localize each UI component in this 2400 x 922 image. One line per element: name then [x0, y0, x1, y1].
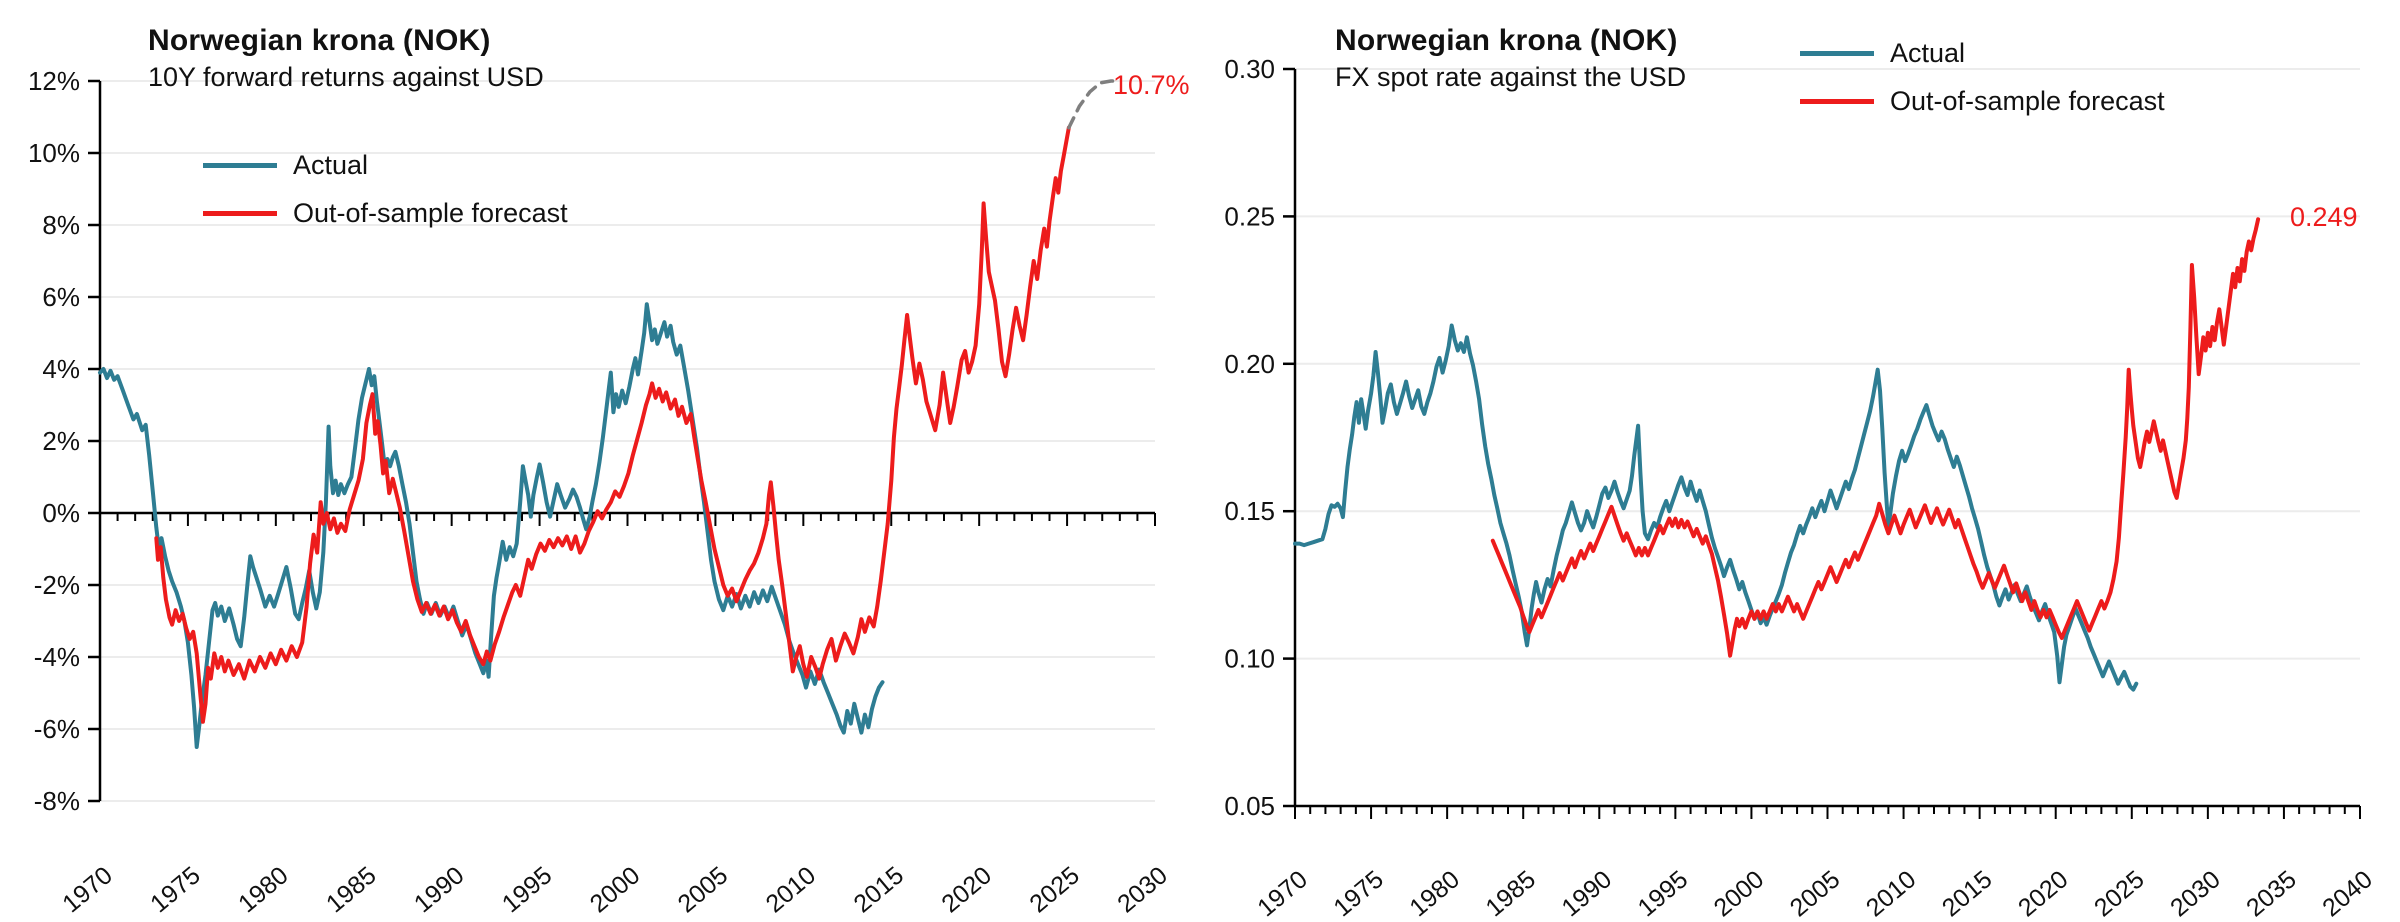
- y-axis-tick-label: 0.10: [1224, 644, 1275, 674]
- x-axis-year-label: 2010: [1861, 865, 1922, 922]
- x-axis-year-label: 2035: [2241, 865, 2302, 922]
- forecast-line-swatch-icon: [1800, 98, 1874, 104]
- y-axis-tick-label: -8%: [34, 786, 80, 816]
- series-line-forecast-extension: [1067, 79, 1120, 130]
- legend-item-actual: Actual: [1800, 36, 2165, 70]
- series-line-out-of-sample-forecast: [1490, 217, 2261, 658]
- y-axis-tick-label: 10%: [28, 138, 80, 168]
- x-axis-year-label: 2005: [673, 861, 734, 918]
- legend-item-forecast: Out-of-sample forecast: [203, 196, 568, 230]
- actual-line-swatch-icon: [203, 162, 277, 168]
- y-axis-tick-label: 0.15: [1224, 496, 1275, 526]
- right-panel-legend: Actual Out-of-sample forecast: [1800, 36, 2165, 132]
- legend-item-forecast: Out-of-sample forecast: [1800, 84, 2165, 118]
- left-panel-title: Norwegian krona (NOK): [148, 24, 491, 57]
- y-axis-tick-label: 8%: [42, 210, 80, 240]
- y-axis-tick-label: 12%: [28, 66, 80, 96]
- x-axis-year-label: 2015: [848, 861, 909, 918]
- y-axis-tick-label: 6%: [42, 282, 80, 312]
- legend-label: Out-of-sample forecast: [1890, 85, 2165, 116]
- x-axis-year-label: 2025: [1024, 861, 1085, 918]
- y-axis-tick-label: 4%: [42, 354, 80, 384]
- forecast-line-swatch-icon: [203, 210, 277, 216]
- legend-label: Actual: [293, 149, 369, 180]
- actual-line-swatch-icon: [1800, 50, 1874, 56]
- x-axis-year-label: 2000: [1709, 865, 1770, 922]
- x-axis-year-label: 1995: [1633, 865, 1694, 922]
- y-axis-tick-label: 2%: [42, 426, 80, 456]
- left-forecast-end-value: 10.7%: [1113, 70, 1190, 100]
- x-axis-year-label: 2015: [1937, 865, 1998, 922]
- y-axis-tick-label: 0.05: [1224, 791, 1275, 821]
- left-panel-subtitle: 10Y forward returns against USD: [148, 62, 544, 92]
- x-axis-year-label: 1985: [321, 861, 382, 918]
- x-axis-year-label: 2040: [2317, 865, 2378, 922]
- y-axis-tick-label: 0.30: [1224, 54, 1275, 84]
- y-axis-tick-label: -2%: [34, 570, 80, 600]
- x-axis-year-label: 2030: [2165, 865, 2226, 922]
- y-axis-tick-label: -6%: [34, 714, 80, 744]
- right-panel-plot: 0.30 0.25 0.20 0.15 0.10 0.05 1970 1975 1980 1985…: [1224, 54, 2377, 922]
- x-axis-year-label: 1980: [233, 861, 294, 918]
- x-axis-year-label: 2010: [761, 861, 822, 918]
- y-axis-tick-label: 0.20: [1224, 349, 1275, 379]
- x-axis-year-label: 2030: [1112, 861, 1173, 918]
- x-axis-year-label: 2020: [2013, 865, 2074, 922]
- x-axis-year-label: 2005: [1785, 865, 1846, 922]
- legend-label: Actual: [1890, 37, 1966, 68]
- x-axis-year-label: 1995: [497, 861, 558, 918]
- legend-label: Out-of-sample forecast: [293, 197, 568, 228]
- x-axis-year-label: 1975: [145, 861, 206, 918]
- left-panel-legend: Actual Out-of-sample forecast: [203, 148, 568, 244]
- y-axis-tick-label: 0.25: [1224, 201, 1275, 231]
- x-axis-year-label: 1990: [1557, 865, 1618, 922]
- x-axis-year-label: 2025: [2089, 865, 2150, 922]
- y-axis-tick-label: 0%: [42, 498, 80, 528]
- series-line-out-of-sample-forecast: [154, 125, 1071, 724]
- x-axis-year-label: 2000: [585, 861, 646, 918]
- right-forecast-end-value: 0.249: [2290, 202, 2358, 232]
- x-axis-year-label: 2020: [936, 861, 997, 918]
- x-axis-year-label: 1970: [57, 861, 118, 918]
- left-panel-plot: 12% 10% 8% 6% 4% 2% 0% -2% -4% -6% -8% 1970 1975 1980…: [28, 66, 1173, 918]
- x-axis-year-label: 1985: [1480, 865, 1541, 922]
- x-axis-year-label: 1970: [1252, 865, 1313, 922]
- y-axis-tick-label: -4%: [34, 642, 80, 672]
- x-axis-year-label: 1980: [1404, 865, 1465, 922]
- x-axis-year-label: 1975: [1328, 865, 1389, 922]
- series-line-actual: [1293, 323, 2139, 692]
- right-panel-subtitle: FX spot rate against the USD: [1335, 62, 1687, 92]
- x-axis-year-label: 1990: [409, 861, 470, 918]
- legend-item-actual: Actual: [203, 148, 568, 182]
- right-panel-title: Norwegian krona (NOK): [1335, 24, 1678, 57]
